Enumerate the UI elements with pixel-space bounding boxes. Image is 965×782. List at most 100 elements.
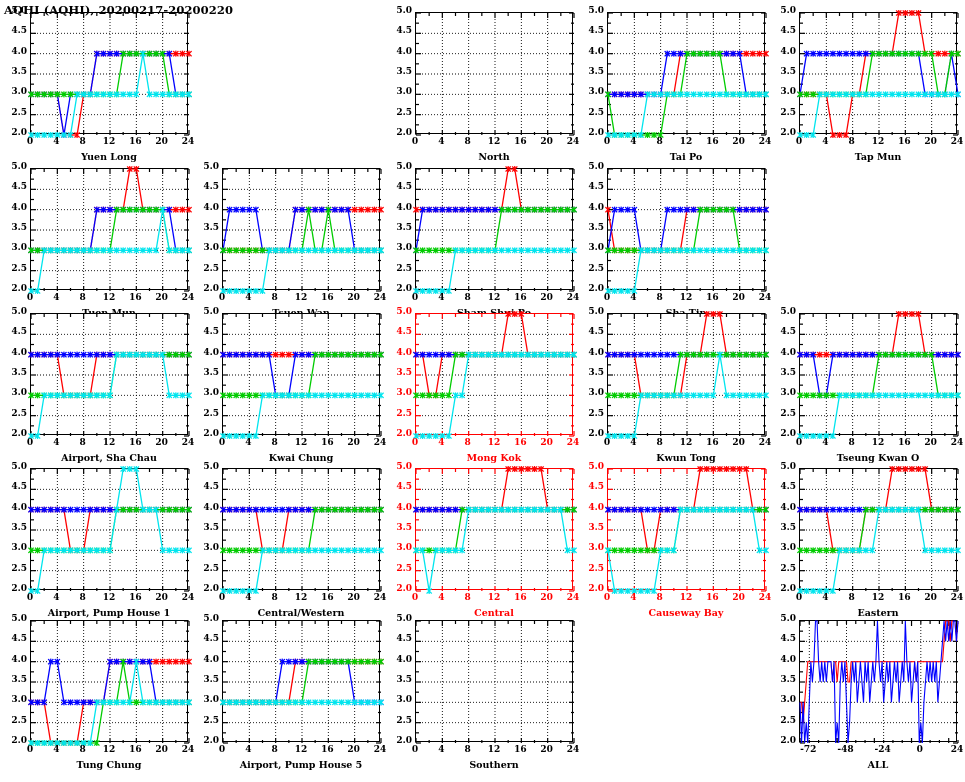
data-marker [902,50,909,57]
plot-canvas [796,310,962,440]
data-marker [27,131,35,139]
plot-box [604,168,770,295]
data-marker [233,432,240,440]
data-marker [325,206,332,213]
data-marker [239,506,246,513]
data-marker [345,247,352,254]
y-tick-label: 5.0 [203,162,219,172]
x-tick-label: 12 [871,593,885,603]
data-marker [935,351,942,358]
data-marker [624,91,631,98]
data-marker [133,165,140,173]
x-tick-label: -24 [874,745,891,755]
data-marker [60,247,67,254]
data-marker [60,131,67,139]
data-marker [703,50,710,57]
data-marker [246,432,253,440]
data-marker [803,392,810,399]
data-marker [226,587,233,595]
data-marker [305,247,312,254]
data-marker [631,547,638,554]
data-marker [611,587,618,595]
data-marker [305,206,312,213]
data-marker [657,131,664,139]
data-marker [285,699,292,706]
data-marker [697,91,704,98]
data-marker [895,50,902,57]
data-marker [690,50,697,57]
data-marker [498,351,505,358]
y-tick-label: 3.0 [396,695,412,706]
data-marker [345,506,352,513]
data-marker [677,351,684,358]
plot-canvas [604,465,770,595]
data-marker [915,91,922,98]
data-marker [34,587,41,595]
plot-box [219,168,385,295]
data-marker [172,91,179,98]
data-marker [651,131,658,139]
data-marker [452,247,459,254]
data-marker [226,287,233,295]
y-tick-label: 2.5 [396,408,412,419]
data-marker [843,351,850,358]
data-marker [252,432,259,440]
data-marker [915,506,922,513]
x-tick-label: 8 [848,438,855,448]
x-tick-label: 4 [630,593,637,603]
data-marker [823,547,830,554]
data-marker [219,587,227,595]
data-marker [856,50,863,57]
data-marker [485,351,492,358]
data-marker [331,351,338,358]
data-marker [908,91,915,98]
y-tick-label: 3.0 [11,543,27,554]
x-tick-label: 16 [321,293,334,303]
data-marker [34,547,41,554]
data-marker [432,287,439,295]
data-marker [252,206,259,213]
data-marker [631,506,638,513]
data-marker [412,506,420,513]
data-marker [644,392,651,399]
x-tick-label: 20 [155,593,168,603]
x-tick-label: 12 [487,593,501,603]
data-marker [749,351,756,358]
x-tick-label: 0 [795,137,803,147]
x-tick-label: 12 [294,438,308,448]
data-marker [564,547,571,554]
data-marker [252,351,259,358]
data-marker [371,351,378,358]
data-marker [54,547,61,554]
data-marker [364,658,371,665]
data-marker [93,247,100,254]
x-tick-label: 8 [79,593,86,603]
data-marker [796,91,804,98]
data-marker [34,247,41,254]
data-marker [915,50,922,57]
x-tick-label: 0 [26,137,34,147]
plot-canvas [796,9,962,139]
data-marker [651,547,658,554]
data-marker [246,547,253,554]
data-marker [491,247,499,254]
x-tick-label: 8 [79,438,86,448]
data-marker [412,287,420,295]
data-marker [816,351,823,358]
data-marker [432,506,439,513]
data-marker [239,206,246,213]
data-marker [948,351,955,358]
data-marker [862,91,869,98]
plot-canvas [604,168,770,295]
data-marker [27,247,35,254]
x-tick-label: 12 [294,293,308,303]
data-marker [93,206,100,213]
data-marker [331,247,338,254]
data-marker [80,247,87,254]
data-marker [252,547,259,554]
data-marker [345,658,352,665]
data-marker [664,91,671,98]
data-marker [279,351,286,358]
x-tick-label: 24 [566,293,580,303]
panel-caption: Tap Mun [854,152,902,163]
